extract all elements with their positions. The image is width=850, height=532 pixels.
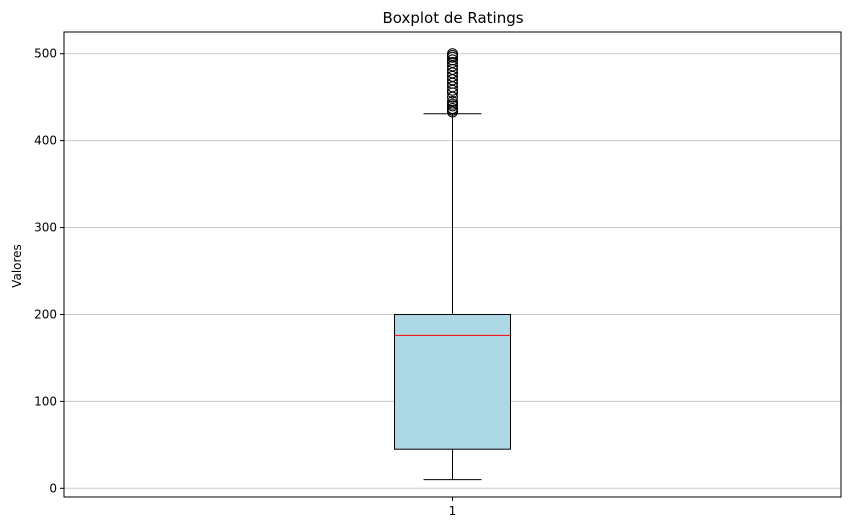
y-tick-label: 500 — [34, 47, 57, 61]
outlier-point — [447, 54, 458, 66]
iqr-box — [394, 313, 511, 450]
y-tick-label: 200 — [34, 307, 57, 321]
x-tick-label: 1 — [449, 504, 457, 518]
y-axis-label: Valores — [10, 244, 24, 288]
outlier-point — [447, 98, 458, 110]
chart-title: Boxplot de Ratings — [382, 9, 523, 27]
tick-layer: 0 100 200 300 400 500 1 — [34, 47, 456, 518]
outlier-point — [447, 96, 458, 108]
box-layer — [394, 48, 511, 481]
y-tick-label: 100 — [34, 394, 57, 408]
plot-frame — [63, 31, 842, 498]
outlier-point — [447, 56, 458, 68]
outlier-point — [447, 48, 458, 60]
outlier-point — [447, 102, 458, 114]
y-tick-label: 300 — [34, 221, 57, 235]
y-tick-label: 0 — [49, 481, 57, 495]
y-tick-label: 400 — [34, 134, 57, 148]
